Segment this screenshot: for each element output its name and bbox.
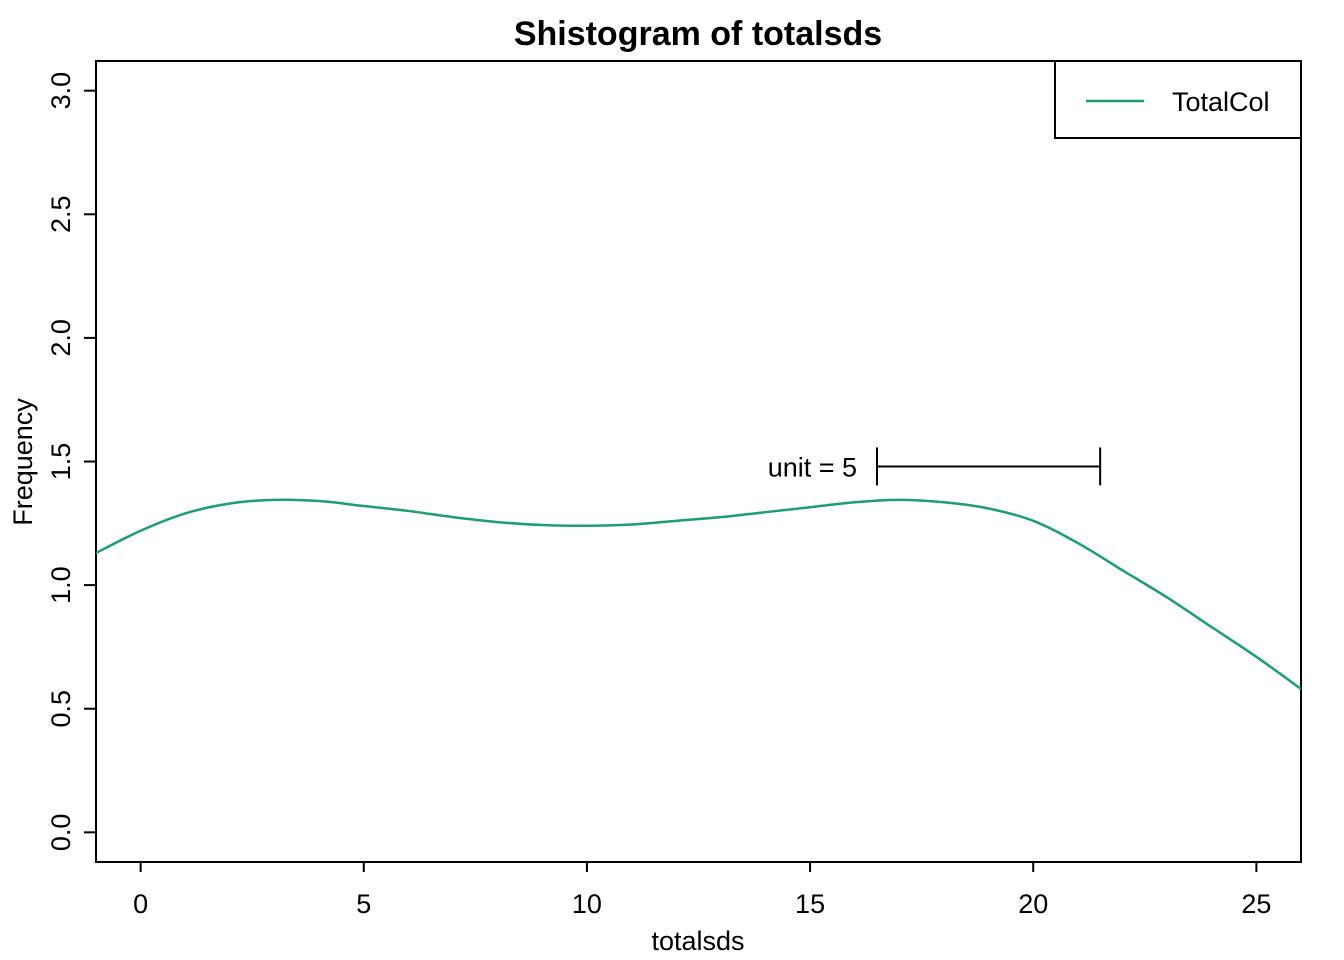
x-tick-label: 5 (356, 889, 371, 919)
y-tick-label: 1.0 (46, 566, 76, 604)
x-axis: 0 5 10 15 20 25 (133, 862, 1271, 919)
y-tick-label: 0.0 (46, 814, 76, 852)
unit-scale-label: unit = 5 (768, 452, 857, 482)
legend-box (1054, 60, 1302, 139)
y-axis-label: Frequency (8, 398, 38, 526)
x-tick-label: 25 (1241, 889, 1271, 919)
legend: TotalCol (1054, 60, 1302, 139)
series-layer (95, 498, 1302, 690)
x-tick-label: 10 (572, 889, 602, 919)
x-axis-label: totalsds (651, 926, 744, 956)
y-tick-label: 2.5 (46, 196, 76, 234)
y-tick-label: 1.5 (46, 443, 76, 481)
y-tick-label: 0.5 (46, 690, 76, 728)
chart-title: Shistogram of totalsds (514, 15, 882, 53)
y-tick-label: 3.0 (46, 72, 76, 110)
x-tick-label: 0 (133, 889, 148, 919)
series-line-totalcol (95, 498, 1302, 690)
y-axis: 0.0 0.5 1.0 1.5 2.0 2.5 3.0 (46, 72, 96, 851)
x-tick-label: 20 (1018, 889, 1048, 919)
legend-label-totalcol: TotalCol (1172, 87, 1270, 117)
y-tick-label: 2.0 (46, 319, 76, 357)
x-tick-label: 15 (795, 889, 825, 919)
plot-area (95, 60, 1302, 863)
unit-scale-bar: unit = 5 (768, 447, 1102, 486)
